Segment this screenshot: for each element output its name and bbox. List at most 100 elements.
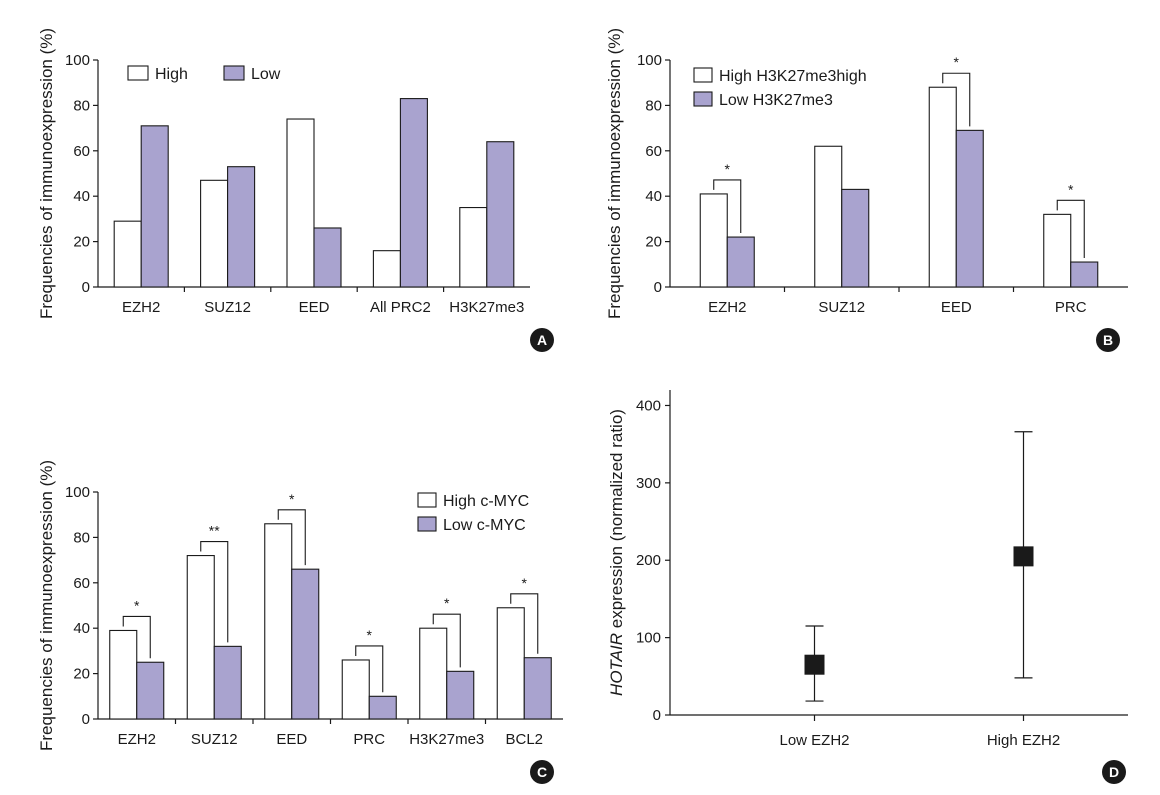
- panel-c-bar-low: [368, 695, 397, 720]
- panel-c-significance-bracket: [355, 645, 384, 693]
- panel-c-x-tick-label: H3K27me3: [409, 731, 484, 748]
- panel-a-panel-badge: [530, 328, 554, 352]
- panel-c-significance-label: *: [522, 575, 528, 591]
- panel-c-legend-label: Low c-MYC: [443, 517, 526, 534]
- panel-b-legend-swatch: [693, 91, 713, 107]
- panel-a-y-axis-label: Frequencies of immunoexpression (%): [37, 28, 56, 319]
- panel-c-significance-bracket: [432, 613, 461, 668]
- panel-a-legend-label: Low: [251, 66, 281, 83]
- panel-c-significance-label: *: [367, 627, 373, 643]
- panel-c-y-tick-label: 100: [65, 484, 90, 501]
- panel-d-y-axis-label-gene: HOTAIR: [607, 633, 626, 696]
- panel-d-y-axis-label: HOTAIR expression (normalized ratio): [607, 409, 626, 696]
- panel-c-bar-high: [341, 659, 370, 720]
- panel-b-bar-high: [928, 86, 957, 288]
- panel-a-x-tick-label: SUZ12: [204, 299, 251, 316]
- panel-c-significance-bracket: [510, 593, 539, 654]
- panel-a-x-tick-label: EED: [299, 299, 330, 316]
- panel-d-error-bar-chart: 0 100 200 300 400 Low EZH2 High EZH2 HOTAIR exp…: [607, 390, 1128, 784]
- panel-b-significance-label: *: [725, 161, 731, 177]
- panel-a-bar-low: [486, 141, 515, 288]
- panel-d-y-tick-label: 0: [653, 707, 661, 724]
- panel-a-y-tick-label: 0: [82, 279, 90, 296]
- panel-b-legend-label: High H3K27me3high: [719, 68, 867, 85]
- panel-a-x-tick-label: EZH2: [122, 299, 160, 316]
- panel-c-bar-low: [291, 568, 320, 720]
- panel-a-y-tick-label: 80: [73, 97, 90, 114]
- panel-c-significance-label: *: [444, 595, 450, 611]
- panel-c-significance-label: *: [289, 491, 295, 507]
- panel-d-y-axis-label-rest: expression (normalized ratio): [607, 409, 626, 633]
- panel-b-significance-bracket: [713, 179, 742, 234]
- panel-c-x-tick-label: PRC: [353, 731, 385, 748]
- panel-a-legend-swatch: [127, 65, 149, 81]
- panel-c-legend-label: High c-MYC: [443, 493, 529, 510]
- panel-a-x-tick-label: H3K27me3: [449, 299, 524, 316]
- panel-b-y-tick-label: 100: [637, 52, 662, 69]
- panel-b-bar-high: [1043, 213, 1072, 288]
- panel-b-legend-swatch: [693, 67, 713, 83]
- panel-a-y-tick-label: 100: [65, 52, 90, 69]
- panel-d-y-tick-label: 400: [636, 397, 661, 414]
- panel-b-x-tick-label: EZH2: [708, 299, 746, 316]
- panel-c-legend-swatch: [417, 516, 437, 532]
- panel-c-y-tick-label: 20: [73, 666, 90, 683]
- panel-b-x-tick-label: SUZ12: [818, 299, 865, 316]
- panel-c-bar-high: [496, 607, 525, 720]
- panel-c-bar-high: [264, 523, 293, 720]
- panel-a-y-tick-label: 40: [73, 188, 90, 205]
- panel-b-y-tick-label: 40: [645, 188, 662, 205]
- panel-a-x-tick-label: All PRC2: [370, 299, 431, 316]
- panel-c-panel-badge: [530, 760, 554, 784]
- panel-b-significance-bracket: [1056, 199, 1085, 259]
- panel-d-y-tick-label: 300: [636, 475, 661, 492]
- panel-c-x-tick-label: EED: [276, 731, 307, 748]
- panel-a-bar-low: [140, 125, 169, 288]
- panel-b-panel-badge: [1096, 328, 1120, 352]
- panel-b-significance-label: *: [954, 54, 960, 70]
- panel-b-panel-badge-letter: B: [1103, 332, 1113, 348]
- panel-a-bar-high: [286, 118, 315, 288]
- panel-b-bar-low: [726, 236, 755, 288]
- panel-c-significance-label: *: [134, 597, 140, 613]
- panel-c-significance-bracket: [277, 509, 306, 566]
- panel-b-x-tick-label: PRC: [1055, 299, 1087, 316]
- panel-a-bar-high: [113, 220, 142, 288]
- panel-c-bar-high: [186, 555, 215, 720]
- panel-a-y-tick-label: 60: [73, 143, 90, 160]
- panel-b-x-tick-label: EED: [941, 299, 972, 316]
- panel-a-bar-high: [372, 250, 401, 288]
- panel-a-legend-swatch: [223, 65, 245, 81]
- panel-a-bar-low: [227, 166, 256, 288]
- panel-d-mean-marker: [804, 654, 825, 675]
- panel-c-y-tick-label: 80: [73, 529, 90, 546]
- panel-b-bar-low: [955, 129, 984, 288]
- panel-d-y-tick-label: 100: [636, 630, 661, 647]
- panel-c-y-tick-label: 40: [73, 620, 90, 637]
- panel-c-bar-high: [419, 627, 448, 720]
- panel-c-bar-low: [136, 661, 165, 720]
- panel-d-x-tick-label: Low EZH2: [779, 732, 849, 749]
- panel-b-y-tick-label: 0: [654, 279, 662, 296]
- panel-a-bar-high: [459, 207, 488, 288]
- panel-d-x-tick-label: High EZH2: [987, 732, 1060, 749]
- panel-b-y-tick-label: 80: [645, 97, 662, 114]
- panel-a-bar-high: [200, 179, 229, 288]
- panel-a-bar-low: [313, 227, 342, 288]
- panel-b-significance-label: *: [1068, 181, 1074, 197]
- panel-c-bar-low: [523, 657, 552, 720]
- panel-c-y-tick-label: 0: [82, 711, 90, 728]
- panel-b-y-tick-label: 60: [645, 143, 662, 160]
- panel-c-significance-bracket: [200, 541, 229, 643]
- panel-d-mean-marker: [1013, 546, 1034, 567]
- panel-b-bar-high: [699, 193, 728, 288]
- panel-c-bar-high: [109, 629, 138, 720]
- panel-c-x-tick-label: SUZ12: [191, 731, 238, 748]
- panel-c-legend-swatch: [417, 492, 437, 508]
- panel-c-x-tick-label: BCL2: [505, 731, 543, 748]
- panel-a-legend-label: High: [155, 66, 188, 83]
- panel-b-bar-high: [814, 145, 843, 288]
- panel-d-panel-badge: [1102, 760, 1126, 784]
- panel-a-y-tick-label: 20: [73, 234, 90, 251]
